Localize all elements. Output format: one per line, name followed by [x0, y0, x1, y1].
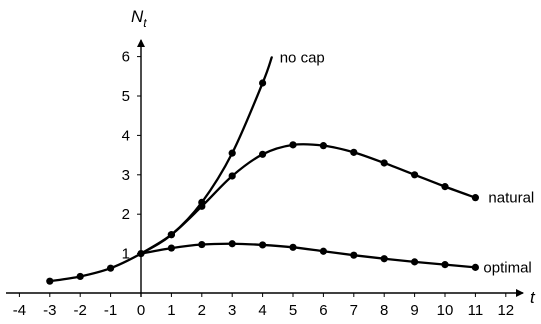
y-ticks: 1 2 3 4 5 6 — [122, 49, 141, 263]
series-line — [48, 56, 273, 283]
x-tick-label: 3 — [228, 302, 236, 319]
data-point — [411, 171, 419, 179]
series-label: natural — [488, 190, 534, 207]
x-tick-label: -1 — [104, 302, 117, 319]
data-point — [319, 247, 327, 255]
x-tick-label: 9 — [410, 302, 418, 319]
y-axis-title-base: N — [131, 7, 144, 26]
data-point — [259, 150, 267, 158]
x-tick-label: 0 — [137, 302, 145, 319]
series-labels: no cap natural optimal — [280, 49, 535, 276]
series-label: no cap — [280, 49, 325, 66]
x-tick-label: 7 — [350, 302, 358, 319]
y-axis-title: Nt — [131, 7, 147, 30]
y-tick-label: 4 — [122, 127, 130, 144]
data-point — [76, 272, 84, 281]
data-point — [411, 258, 419, 266]
data-point — [319, 142, 327, 150]
data-point — [228, 172, 236, 180]
x-tick-label: 4 — [258, 302, 266, 319]
y-tick-label: 6 — [122, 49, 130, 66]
series-line — [139, 242, 477, 269]
data-point — [350, 148, 358, 156]
x-tick-label: 10 — [437, 302, 454, 319]
y-tick-label: 3 — [122, 167, 130, 184]
x-tick-label: 5 — [289, 302, 297, 319]
y-axis-title-sub: t — [143, 16, 147, 30]
y-tick-label: 5 — [122, 88, 130, 105]
series-label: optimal — [483, 259, 531, 276]
data-point — [107, 264, 115, 272]
data-point — [441, 183, 449, 191]
x-tick-label: -4 — [13, 302, 26, 319]
data-point — [471, 194, 479, 202]
data-point — [380, 255, 388, 263]
data-point — [228, 149, 236, 157]
data-point — [167, 244, 175, 252]
x-tick-label: 6 — [319, 302, 327, 319]
data-point — [137, 250, 145, 258]
data-point — [441, 261, 449, 269]
data-point — [289, 243, 297, 251]
x-tick-label: -3 — [43, 302, 56, 319]
data-point — [228, 240, 236, 248]
x-tick-label: 11 — [468, 302, 484, 319]
data-point — [289, 141, 297, 149]
y-tick-label: 1 — [122, 246, 130, 263]
x-tick-label: 8 — [380, 302, 388, 319]
x-axis-title: t — [530, 288, 536, 307]
series-line — [139, 142, 477, 255]
x-ticks: -4 -3 -2 -1 0 1 2 3 4 5 6 7 8 9 10 11 12 — [13, 293, 514, 319]
data-point — [198, 240, 206, 249]
data-point — [380, 159, 388, 167]
x-tick-label: 2 — [198, 302, 206, 319]
series-markers — [46, 79, 479, 285]
x-tick-label: -2 — [74, 302, 87, 319]
y-tick-label: 2 — [122, 206, 130, 223]
data-point — [471, 263, 479, 271]
data-point — [167, 231, 175, 239]
x-tick-label: 1 — [167, 302, 175, 319]
data-point — [259, 79, 267, 87]
x-tick-label: 12 — [497, 302, 514, 319]
data-point — [259, 241, 267, 249]
data-point — [350, 251, 358, 259]
data-point — [46, 277, 54, 285]
data-point — [198, 202, 206, 210]
